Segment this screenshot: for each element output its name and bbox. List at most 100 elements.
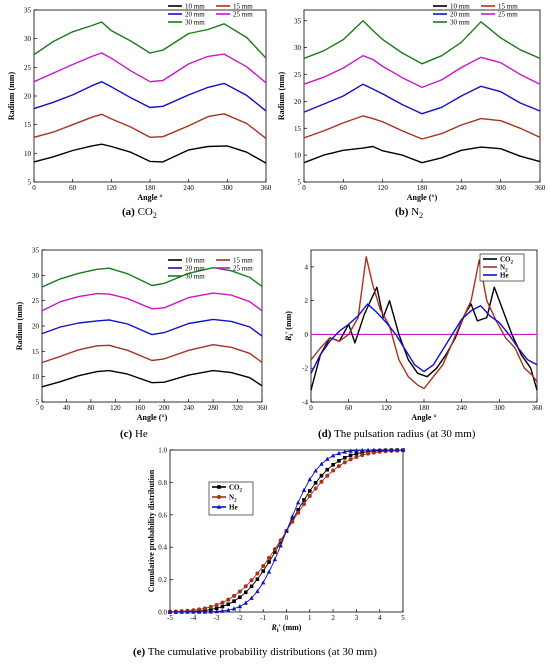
legend: 10 mm 15 mm 20 mm 25 mm 30 mm: [433, 3, 518, 27]
series-point-N2: [208, 604, 213, 609]
y-tick-label: 0.2: [158, 576, 167, 584]
series-point-He: [191, 609, 196, 614]
series-point-N2: [348, 457, 353, 462]
y-tick-label: 35: [24, 7, 32, 15]
x-tick-label: 60: [340, 184, 348, 192]
x-tick-label: 0: [40, 404, 44, 412]
chart-panel-a: 0 60 120 180 240 300 360 5 10 15 20 25 30 35 Angle ° Ra…: [7, 3, 272, 203]
x-tick-label: 0: [32, 184, 36, 192]
series-point-CO2: [354, 451, 359, 456]
series-point-CO2: [273, 550, 277, 554]
series-line-10-mm: [33, 143, 267, 164]
legend-label-main: 20 mm: [185, 265, 205, 273]
series-point-He: [394, 447, 400, 452]
series-point-He: [185, 609, 190, 614]
plot-frame: [303, 9, 541, 183]
legend-label-main: 15 mm: [233, 257, 253, 265]
y-tick-label: 0.6: [158, 511, 167, 519]
caption-d-text: The pulsation radius (at 30 mm): [331, 428, 476, 440]
series-line-He: [310, 303, 538, 374]
caption-a: (a) CO2: [122, 206, 157, 220]
caption-b-label: (b): [395, 206, 409, 218]
series-line-20-mm: [41, 318, 263, 337]
series-point-He: [290, 514, 295, 519]
series-point-He: [261, 580, 266, 585]
series-point-CO2: [342, 455, 347, 460]
series-point-CO2: [331, 462, 335, 467]
series-point-N2: [255, 571, 260, 576]
x-tick-label: 180: [145, 184, 156, 192]
x-tick-label: 300: [494, 404, 505, 412]
series-point-CO2: [238, 595, 242, 600]
y-tick-label: 25: [294, 71, 302, 79]
series-point-CO2: [308, 489, 312, 493]
legend-label-main: 25 mm: [233, 265, 253, 273]
y-tick-label: 15: [294, 125, 302, 133]
caption-e-text: The cumulative probability distributions…: [145, 646, 377, 658]
series-point-N2: [301, 502, 306, 507]
series-point-CO2: [319, 473, 324, 478]
x-tick-label: 360: [532, 404, 543, 412]
legend-label-main: He: [500, 272, 509, 280]
x-tick-label: -1: [260, 614, 266, 622]
x-tick-label: 120: [106, 184, 117, 192]
legend-label: He: [500, 272, 509, 280]
legend-label: 20 mm: [450, 11, 470, 19]
legend-label-main: N: [500, 264, 505, 272]
caption-b: (b) N2: [395, 206, 423, 220]
caption-a-label: (a): [122, 206, 135, 218]
series-point-N2: [278, 538, 283, 543]
chart-panel-e: -5 -4 -3 -2 -1 0 1 2 3 4 5 0.0 0.2 0.4 0.6 0.8 1.0 Ri' (m…: [147, 447, 405, 635]
x-tick-label: 240: [456, 184, 467, 192]
legend-label: 15 mm: [498, 3, 518, 11]
y-tick-label: 15: [24, 121, 32, 129]
x-tick-label: 80: [87, 404, 95, 412]
x-tick-label: 0: [302, 184, 306, 192]
series-point-He: [237, 604, 243, 609]
series-point-He: [167, 609, 173, 614]
y-tick-label: 30: [32, 272, 40, 280]
chart-panel-b: 0 60 120 180 240 300 360 5 10 15 20 25 30 35 Angle (°)…: [277, 3, 546, 203]
series-point-He: [319, 461, 324, 466]
x-axis-label: Angle °: [137, 193, 162, 202]
series-line-CO2: [310, 286, 538, 391]
series-line-15-mm: [33, 113, 267, 139]
x-tick-label: -3: [214, 614, 220, 622]
series-point-N2: [354, 455, 359, 460]
series-point-N2: [243, 584, 248, 589]
series-point-N2: [325, 473, 330, 478]
series-point-N2: [272, 547, 277, 552]
series-point-He: [266, 569, 272, 574]
legend-marker: [217, 495, 221, 499]
series-point-N2: [232, 593, 237, 598]
series-point-CO2: [226, 602, 231, 607]
series-point-He: [371, 447, 377, 452]
x-tick-label: 120: [377, 184, 388, 192]
caption-e-label: (e): [133, 646, 146, 658]
x-tick-label: 120: [110, 404, 121, 412]
series-point-He: [336, 450, 342, 456]
series-point-CO2: [337, 459, 341, 463]
series-point-He: [255, 588, 260, 594]
series-point-He: [284, 528, 289, 533]
series-line-25-mm: [303, 55, 541, 89]
legend-marker: [217, 485, 221, 489]
legend-label: 10 mm: [450, 3, 470, 11]
legend-label-main: 30 mm: [185, 273, 205, 281]
x-tick-label: 200: [159, 404, 170, 412]
series-point-He: [202, 609, 208, 614]
series-point-He: [208, 609, 213, 614]
series-point-CO2: [302, 498, 306, 502]
series-point-N2: [290, 519, 295, 524]
x-axis-label-sub: i: [277, 628, 279, 634]
legend-label-main: 10 mm: [185, 257, 205, 265]
legend-label: 10 mm: [185, 257, 205, 265]
series-point-He: [301, 487, 307, 492]
x-axis-label: Ri' (mm): [271, 623, 302, 634]
y-tick-label: -4: [302, 399, 308, 407]
legend-label: 10 mm: [185, 3, 205, 11]
x-tick-label: 240: [456, 404, 467, 412]
y-axis-label: Radium (mm): [7, 72, 16, 121]
